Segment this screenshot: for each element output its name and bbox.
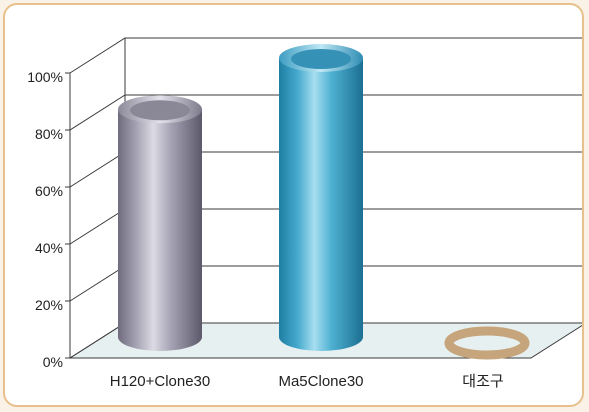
y-tick-label-100: 100% [27,69,63,85]
y-tick-label-40: 40% [35,240,63,256]
y-tick-label-60: 60% [35,183,63,199]
bar-control-group [444,326,530,360]
y-axis: 0% 20% 40% 60% 80% 100% [27,69,63,370]
bar-chart: 0% 20% 40% 60% 80% 100% H120+Clone30 Ma5… [27,37,582,390]
bar-ma5clone30 [279,44,363,351]
chart-frame: 0% 20% 40% 60% 80% 100% H120+Clone30 Ma5… [3,3,584,407]
control-ring-mark [444,326,530,360]
bar-body-1 [279,58,363,351]
category-label-ma5clone30: Ma5Clone30 [278,373,363,390]
bar-hole-0 [130,100,190,121]
bar-h120-clone30 [118,95,202,351]
bar-hole-1 [291,49,351,69]
y-tick-label-80: 80% [35,126,63,142]
bar-body-0 [118,109,202,351]
category-label-h120-clone30: H120+Clone30 [110,373,211,390]
x-axis: H120+Clone30 Ma5Clone30 대조구 [110,373,504,390]
category-label-control: 대조구 [462,373,503,390]
y-tick-label-20: 20% [35,297,63,313]
y-tick-label-0: 0% [43,354,63,370]
